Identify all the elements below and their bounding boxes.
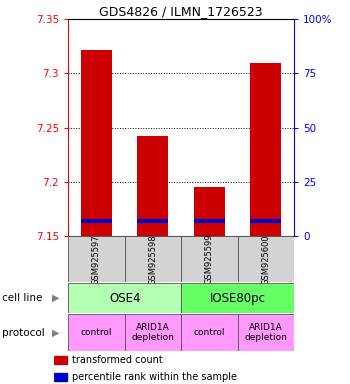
Text: cell line: cell line [2,293,42,303]
Title: GDS4826 / ILMN_1726523: GDS4826 / ILMN_1726523 [99,5,263,18]
Bar [181,283,294,313]
Text: ▶: ▶ [52,293,59,303]
Text: protocol: protocol [2,328,44,338]
Bar [181,314,238,351]
Bar [68,236,125,282]
Text: ▶: ▶ [52,328,59,338]
Bar [181,236,238,282]
Bar [238,236,294,282]
Bar [238,314,294,351]
Text: control: control [81,328,112,337]
Text: percentile rank within the sample: percentile rank within the sample [72,372,237,382]
Text: GSM925599: GSM925599 [205,234,214,285]
Text: ARID1A
depletion: ARID1A depletion [244,323,287,342]
Bar [54,356,68,364]
Bar [138,219,168,223]
Text: GSM925598: GSM925598 [148,234,158,285]
Bar [194,219,225,223]
Bar [125,314,181,351]
Text: control: control [194,328,225,337]
Text: GSM925597: GSM925597 [92,234,101,285]
Text: GSM925600: GSM925600 [261,234,270,285]
Bar [250,219,281,223]
Text: OSE4: OSE4 [109,292,140,305]
Text: ARID1A
depletion: ARID1A depletion [132,323,174,342]
Bar [68,314,125,351]
Bar [138,136,168,236]
Bar [81,50,112,236]
Text: transformed count: transformed count [72,355,163,365]
Text: IOSE80pc: IOSE80pc [210,292,266,305]
Bar [194,187,225,236]
Bar [250,63,281,236]
Bar [81,219,112,223]
Bar [54,372,68,381]
Bar [125,236,181,282]
Bar [68,283,181,313]
